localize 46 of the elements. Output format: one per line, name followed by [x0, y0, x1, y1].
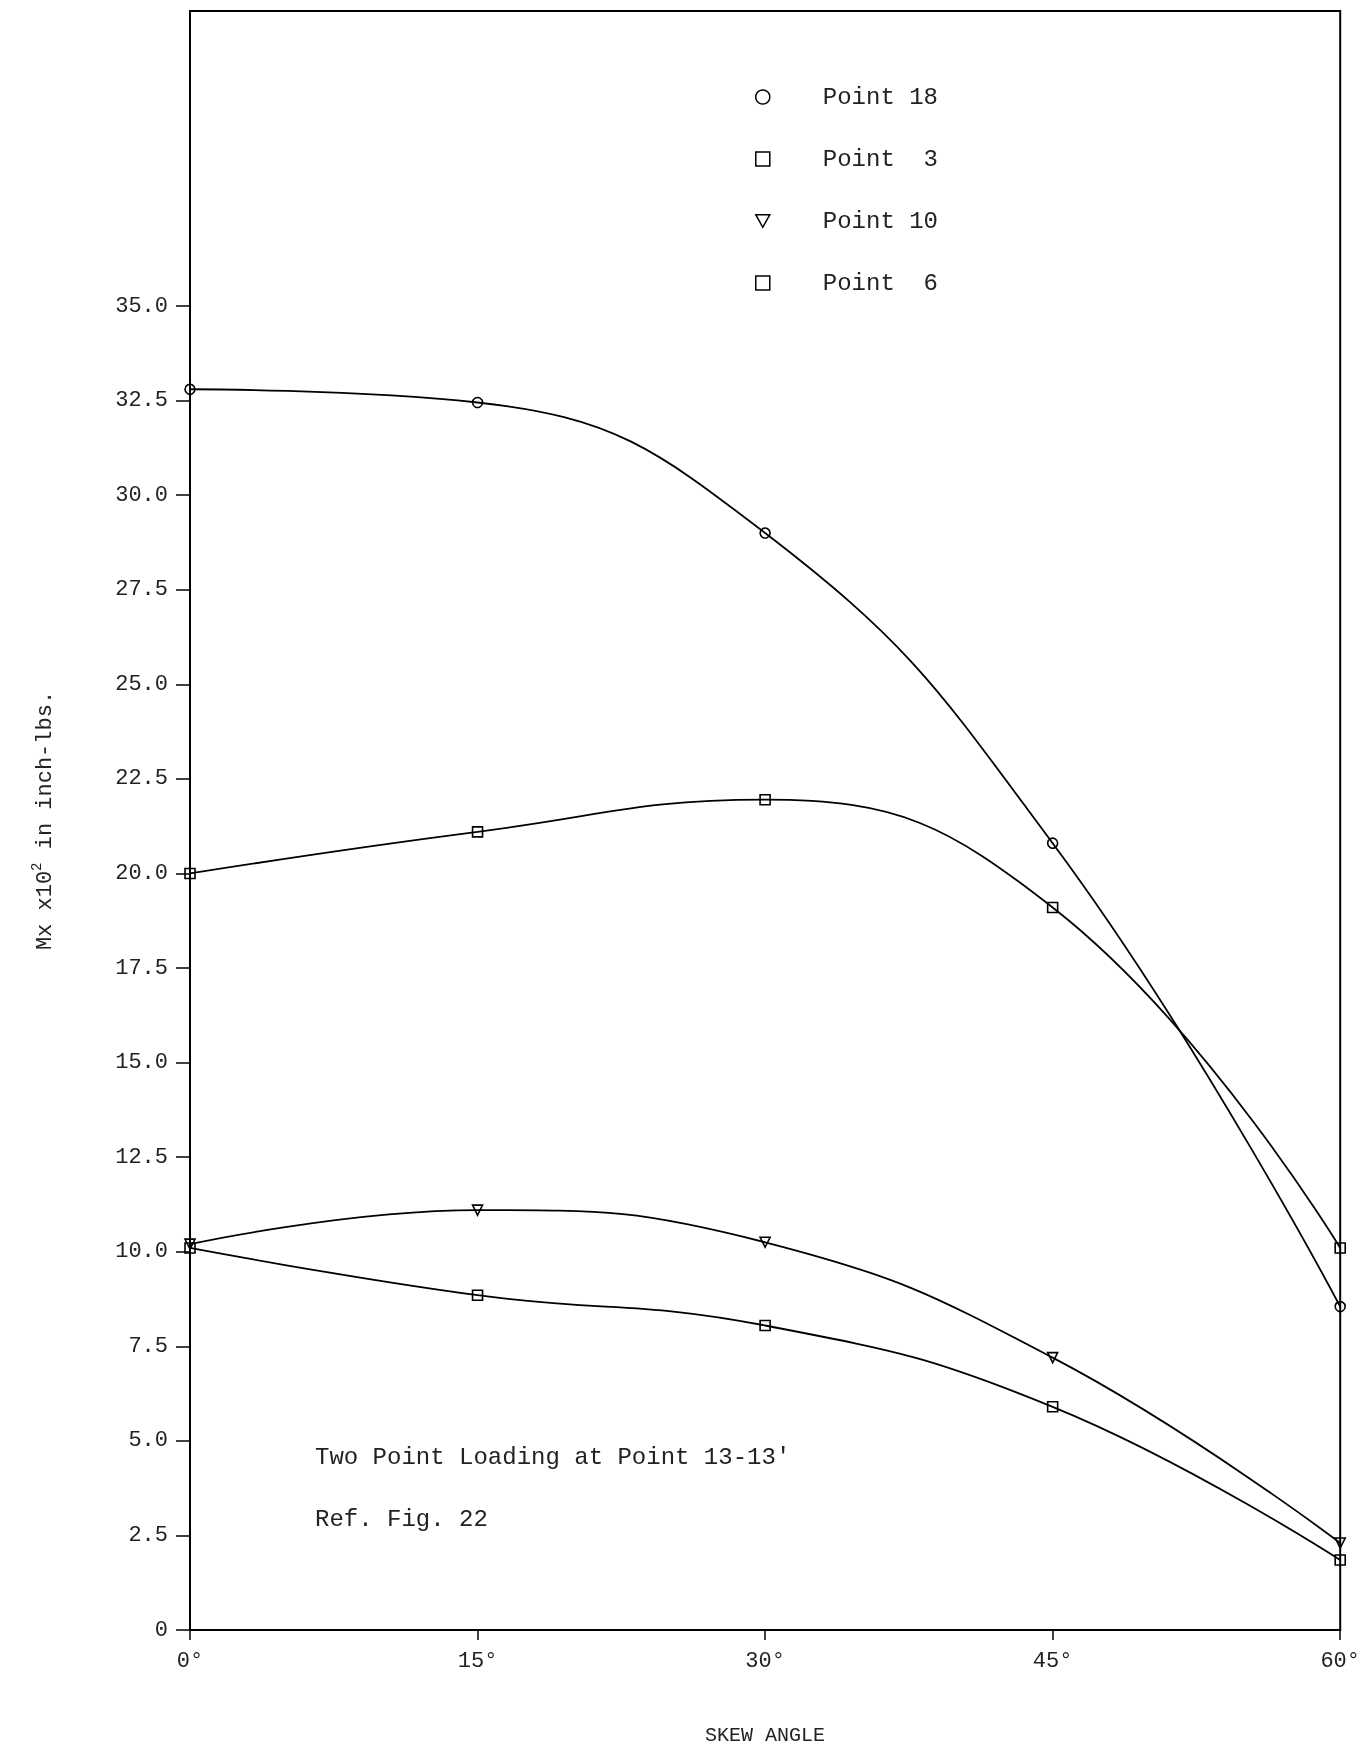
point [759, 1319, 771, 1332]
point [759, 527, 771, 539]
legend-label: Point 3 [822, 145, 938, 173]
y-tick-label: 12.5 [115, 1144, 168, 1170]
point [471, 826, 484, 838]
y-tick-label: 17.5 [115, 955, 168, 981]
point [1046, 1401, 1059, 1413]
annotation: Two Point Loading at Point 13-13' [315, 1443, 791, 1471]
point [1334, 1537, 1346, 1549]
x-tick-label: 15° [457, 1648, 498, 1674]
x-tick-label: 60° [1320, 1648, 1360, 1674]
point [184, 1242, 196, 1254]
legend-label: Point 6 [822, 269, 938, 297]
point [1334, 1242, 1346, 1254]
annotation: Ref. Fig. 22 [315, 1505, 488, 1533]
x-tick-label: 45° [1032, 1648, 1073, 1674]
y-tick-label: 30.0 [115, 482, 168, 508]
point [759, 793, 771, 806]
y-tick-label: 25.0 [115, 671, 168, 697]
point [1046, 1351, 1059, 1364]
y-tick-label: 7.5 [128, 1333, 168, 1359]
y-axis-title: Mx x102 in inch-lbs. [29, 690, 58, 951]
legend-label: Point 18 [822, 83, 938, 111]
point [1046, 901, 1059, 914]
x-tick-label: 30° [745, 1648, 785, 1674]
point [1334, 1300, 1346, 1313]
point [1046, 837, 1059, 849]
y-tick-label: 27.5 [115, 577, 168, 603]
y-tick-label: 10.0 [115, 1239, 168, 1265]
point [471, 1289, 484, 1302]
y-tick-label: 0 [154, 1617, 168, 1643]
x-axis-title: SKEW ANGLE [705, 1723, 826, 1747]
point [184, 867, 196, 880]
x-tick-label: 0° [176, 1648, 204, 1674]
y-tick-label: 15.0 [115, 1050, 168, 1076]
y-tick-label: 32.5 [115, 388, 168, 414]
legend-label: Point 10 [822, 207, 938, 235]
y-tick-label: 20.0 [115, 860, 168, 886]
y-tick-label: 2.5 [128, 1522, 168, 1548]
point [471, 396, 484, 409]
point [759, 1236, 771, 1249]
point [1334, 1554, 1346, 1566]
y-tick-label: 22.5 [115, 766, 168, 792]
y-tick-label: 5.0 [128, 1428, 168, 1454]
y-tick-label: 35.0 [115, 293, 168, 319]
point [471, 1204, 484, 1216]
